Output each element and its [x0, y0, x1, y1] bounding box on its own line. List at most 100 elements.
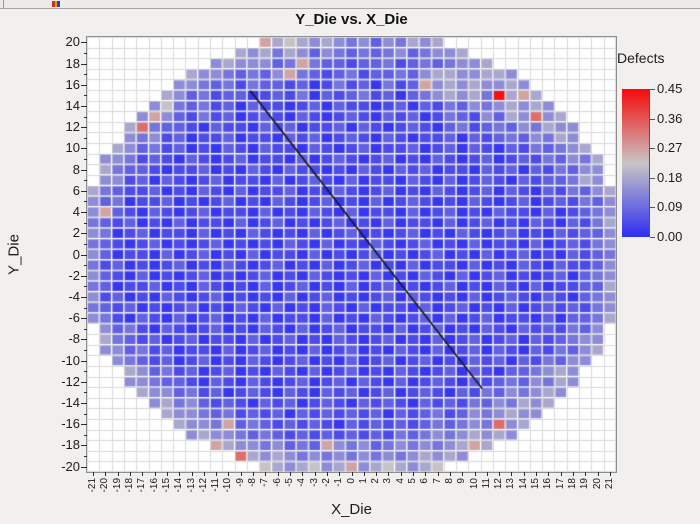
legend-tick-mark [650, 237, 655, 238]
x-tick-mark [598, 472, 599, 476]
legend-tick-label: 0.45 [657, 81, 683, 96]
x-tick-mark [376, 472, 377, 476]
y-tick-mark [81, 106, 87, 107]
x-tick-mark [610, 472, 611, 476]
y-minor-tick-mark [84, 265, 87, 266]
x-tick-mark [93, 472, 94, 476]
x-tick-mark [499, 472, 500, 476]
x-tick-mark [179, 472, 180, 476]
y-tick-label: 8 [72, 162, 80, 177]
x-tick-mark [327, 472, 328, 476]
top-toolbar-strip [0, 0, 700, 9]
y-minor-tick-mark [84, 223, 87, 224]
x-tick-mark [216, 472, 217, 476]
x-tick-mark [548, 472, 549, 476]
x-tick-mark [450, 472, 451, 476]
legend-tick-mark [650, 89, 655, 90]
legend-tick-label: 0.00 [657, 229, 683, 244]
y-tick-label: 16 [65, 77, 80, 92]
y-minor-tick-mark [84, 138, 87, 139]
y-tick-mark [81, 255, 87, 256]
legend-tick-mark [650, 148, 655, 149]
toolbar-divider [3, 0, 4, 8]
y-tick-mark [81, 297, 87, 298]
legend-tick-mark [650, 207, 655, 208]
x-tick-mark [278, 472, 279, 476]
x-tick-mark [142, 472, 143, 476]
y-tick-mark [81, 339, 87, 340]
y-tick-label: 12 [65, 119, 80, 134]
y-tick-mark [81, 148, 87, 149]
y-tick-mark [81, 445, 87, 446]
y-tick-mark [81, 127, 87, 128]
legend-tick-mark [650, 119, 655, 120]
x-tick-mark [401, 472, 402, 476]
x-axis-title: X_Die [331, 501, 372, 518]
x-tick-mark [339, 472, 340, 476]
y-axis-title: Y_Die [5, 234, 23, 275]
x-tick-mark [118, 472, 119, 476]
y-tick-label: -10 [61, 353, 80, 368]
legend-tick-label: 0.18 [657, 170, 683, 185]
y-minor-tick-mark [84, 201, 87, 202]
y-tick-label: -18 [61, 437, 80, 452]
x-tick-mark [438, 472, 439, 476]
x-tick-mark [388, 472, 389, 476]
y-minor-tick-mark [84, 308, 87, 309]
y-tick-label: -16 [61, 416, 80, 431]
y-minor-tick-mark [84, 286, 87, 287]
x-tick-mark [511, 472, 512, 476]
y-tick-mark [81, 424, 87, 425]
x-tick-mark [536, 472, 537, 476]
x-tick-mark [352, 472, 353, 476]
y-minor-tick-mark [84, 329, 87, 330]
y-tick-label: -6 [68, 310, 80, 325]
legend-tick-label: 0.09 [657, 199, 683, 214]
y-tick-mark [81, 403, 87, 404]
window-icon [52, 1, 61, 7]
y-minor-tick-mark [84, 53, 87, 54]
y-tick-label: 6 [72, 183, 80, 198]
x-tick-mark [241, 472, 242, 476]
x-tick-mark [105, 472, 106, 476]
x-tick-mark [524, 472, 525, 476]
plot-area[interactable] [86, 36, 617, 473]
y-tick-mark [81, 276, 87, 277]
x-tick-mark [253, 472, 254, 476]
legend-title: Defects [617, 50, 665, 66]
y-tick-label: -20 [61, 459, 80, 474]
legend-tick-label: 0.27 [657, 140, 683, 155]
y-minor-tick-mark [84, 180, 87, 181]
y-tick-label: 14 [65, 98, 80, 113]
y-minor-tick-mark [84, 117, 87, 118]
x-tick-mark [130, 472, 131, 476]
y-tick-label: 20 [65, 34, 80, 49]
y-tick-mark [81, 318, 87, 319]
y-tick-mark [81, 361, 87, 362]
y-minor-tick-mark [84, 159, 87, 160]
x-tick-mark [475, 472, 476, 476]
y-tick-mark [81, 382, 87, 383]
y-minor-tick-mark [84, 392, 87, 393]
y-tick-label: 10 [65, 140, 80, 155]
x-tick-mark [315, 472, 316, 476]
wafer-heatmap-canvas[interactable] [87, 37, 616, 472]
x-tick-mark [573, 472, 574, 476]
y-minor-tick-mark [84, 350, 87, 351]
y-tick-label: 4 [72, 204, 80, 219]
x-tick-mark [167, 472, 168, 476]
y-tick-mark [81, 170, 87, 171]
y-minor-tick-mark [84, 456, 87, 457]
y-tick-mark [81, 64, 87, 65]
y-minor-tick-mark [84, 74, 87, 75]
y-tick-mark [81, 42, 87, 43]
x-tick-mark [265, 472, 266, 476]
x-tick-mark [155, 472, 156, 476]
x-tick-mark [364, 472, 365, 476]
legend-gradient-bar[interactable] [622, 89, 650, 237]
y-tick-mark [81, 467, 87, 468]
x-tick-mark [462, 472, 463, 476]
x-tick-mark [413, 472, 414, 476]
y-tick-label: 2 [72, 225, 80, 240]
y-tick-label: -2 [68, 268, 80, 283]
